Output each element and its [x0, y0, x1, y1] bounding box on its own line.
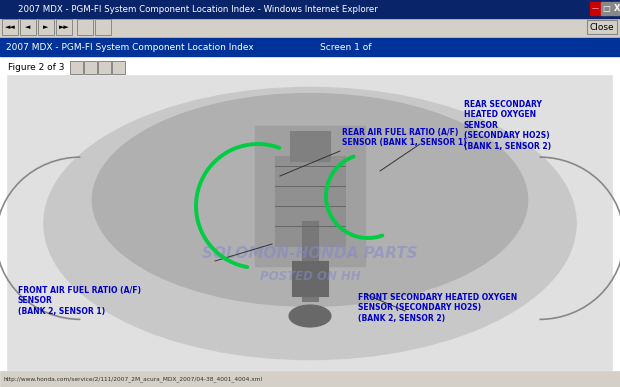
FancyBboxPatch shape: [69, 60, 82, 74]
Bar: [601, 2, 611, 15]
Bar: [590, 2, 600, 15]
Bar: [302, 221, 318, 301]
Bar: [0, 371, 620, 387]
FancyBboxPatch shape: [112, 60, 125, 74]
Text: Screen 1 of: Screen 1 of: [320, 43, 371, 51]
Text: X: X: [614, 4, 620, 13]
Text: □: □: [602, 4, 610, 13]
Text: ►►: ►►: [59, 24, 69, 30]
FancyBboxPatch shape: [20, 19, 36, 35]
FancyBboxPatch shape: [56, 19, 72, 35]
FancyBboxPatch shape: [95, 19, 111, 35]
Text: 2007 MDX - PGM-FI System Component Location Index - Windows Internet Explorer: 2007 MDX - PGM-FI System Component Locat…: [18, 5, 378, 14]
Text: FRONT SECONDARY HEATED OXYGEN
SENSOR (SECONDARY HO2S)
(BANK 2, SENSOR 2): FRONT SECONDARY HEATED OXYGEN SENSOR (SE…: [358, 293, 518, 323]
Text: REAR SECONDARY
HEATED OXYGEN
SENSOR
(SECONDARY HO2S)
(BANK 1, SENSOR 2): REAR SECONDARY HEATED OXYGEN SENSOR (SEC…: [464, 100, 551, 151]
FancyBboxPatch shape: [84, 60, 97, 74]
Text: 2007 MDX - PGM-FI System Component Location Index: 2007 MDX - PGM-FI System Component Locat…: [6, 43, 254, 51]
Bar: [612, 2, 620, 15]
Bar: [0, 18, 620, 38]
Bar: [275, 156, 345, 246]
Bar: [8, 76, 612, 371]
Ellipse shape: [92, 94, 528, 306]
Text: POSTED ON HH: POSTED ON HH: [260, 270, 360, 283]
Text: FRONT AIR FUEL RATIO (A/F)
SENSOR
(BANK 2, SENSOR 1): FRONT AIR FUEL RATIO (A/F) SENSOR (BANK …: [18, 286, 141, 316]
Text: Close: Close: [590, 22, 614, 31]
FancyBboxPatch shape: [38, 19, 54, 35]
FancyBboxPatch shape: [77, 19, 93, 35]
Text: ◄◄: ◄◄: [4, 24, 16, 30]
Text: REAR AIR FUEL RATIO (A/F)
SENSOR (BANK 1, SENSOR 1): REAR AIR FUEL RATIO (A/F) SENSOR (BANK 1…: [342, 128, 467, 147]
Ellipse shape: [289, 305, 331, 327]
Bar: [0, 56, 620, 387]
Text: http://www.honda.com/service/2/111/2007_2M_acura_MDX_2007/04-38_4001_4004.xml: http://www.honda.com/service/2/111/2007_…: [4, 376, 263, 382]
Ellipse shape: [44, 88, 576, 359]
Text: SOLOMON-HONDA PARTS: SOLOMON-HONDA PARTS: [202, 245, 418, 260]
Text: ►: ►: [43, 24, 49, 30]
FancyBboxPatch shape: [2, 19, 18, 35]
Bar: [290, 131, 330, 161]
Text: ◄: ◄: [25, 24, 30, 30]
FancyBboxPatch shape: [97, 60, 110, 74]
Text: —: —: [591, 5, 598, 12]
Text: Figure 2 of 3: Figure 2 of 3: [8, 63, 64, 72]
Bar: [0, 0, 620, 18]
Bar: [255, 126, 365, 266]
Bar: [0, 38, 620, 56]
Bar: [292, 261, 328, 296]
FancyBboxPatch shape: [587, 20, 617, 34]
